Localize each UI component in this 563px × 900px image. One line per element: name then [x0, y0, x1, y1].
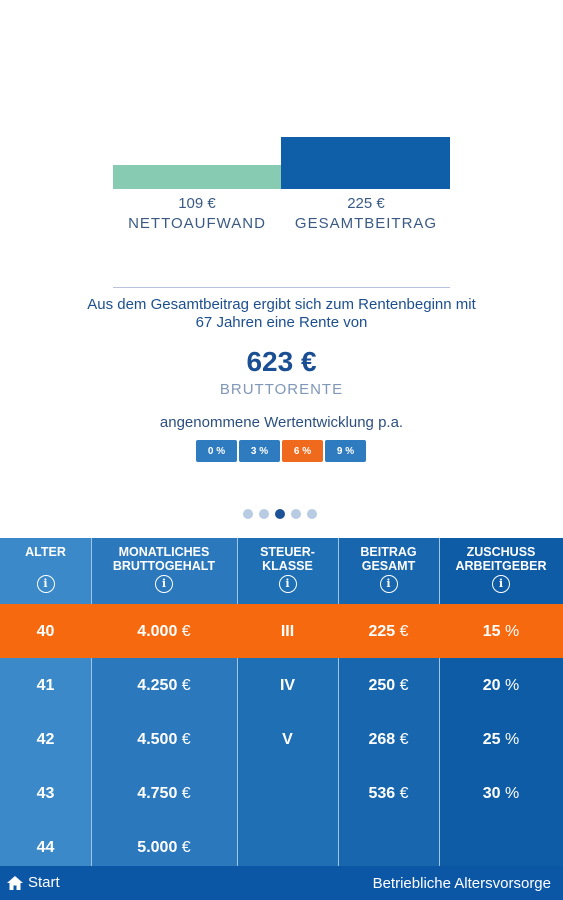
- header-contribution: BEITRAG GESAMT i: [338, 538, 439, 604]
- header-age-label: ALTER: [25, 545, 66, 559]
- net-expense-caption: NETTOAUFWAND: [128, 215, 266, 232]
- rate-button-6[interactable]: 6 %: [282, 440, 323, 462]
- header-tax-class: STEUER- KLASSE i: [237, 538, 338, 604]
- header-employer-line2: ARBEITGEBER: [455, 559, 547, 573]
- header-contribution-line2: GESAMT: [361, 559, 416, 573]
- divider: [113, 287, 450, 288]
- header-contribution-line1: BEITRAG: [360, 545, 417, 559]
- page-dot[interactable]: [307, 509, 317, 519]
- header-age: ALTER i: [0, 538, 91, 604]
- rate-button-0[interactable]: 0 %: [196, 440, 237, 462]
- home-label: Start: [28, 874, 60, 891]
- header-tax-line1: STEUER-: [260, 545, 315, 559]
- page-indicator: [243, 509, 317, 519]
- page-dot-active[interactable]: [275, 509, 285, 519]
- info-icon[interactable]: i: [492, 575, 510, 593]
- total-contribution-label: 225 € GESAMTBEITRAG: [282, 194, 450, 234]
- home-icon: [7, 875, 23, 890]
- total-contribution-bar: [281, 137, 450, 189]
- app-title: Betriebliche Altersvorsorge: [372, 875, 551, 892]
- contribution-bar-chart: [113, 137, 450, 189]
- page-dot[interactable]: [291, 509, 301, 519]
- rate-button-3[interactable]: 3 %: [239, 440, 280, 462]
- total-contribution-value: 225 €: [347, 195, 385, 212]
- column-age[interactable]: ALTER i: [0, 538, 91, 866]
- info-icon[interactable]: i: [278, 575, 297, 593]
- info-icon[interactable]: i: [155, 575, 173, 593]
- column-total-contribution[interactable]: BEITRAG GESAMT i: [338, 538, 439, 866]
- salary-table: ALTER i MONATLICHES BRUTTOGEHALT i STEUER…: [0, 538, 563, 866]
- page-dot[interactable]: [259, 509, 269, 519]
- header-employer-line1: ZUSCHUSS: [466, 545, 536, 559]
- pension-description: Aus dem Gesamtbeitrag ergibt sich zum Re…: [87, 296, 476, 331]
- header-salary-line1: MONATLICHES: [118, 545, 210, 559]
- header-tax-line2: KLASSE: [262, 559, 313, 573]
- gross-pension-caption: BRUTTORENTE: [219, 381, 344, 398]
- total-contribution-caption: GESAMTBEITRAG: [294, 215, 438, 232]
- home-button[interactable]: Start: [6, 874, 60, 891]
- header-salary: MONATLICHES BRUTTOGEHALT i: [91, 538, 237, 604]
- rate-button-9[interactable]: 9 %: [325, 440, 366, 462]
- info-icon[interactable]: i: [36, 575, 55, 593]
- net-expense-label: 109 € NETTOAUFWAND: [113, 194, 281, 234]
- column-salary[interactable]: MONATLICHES BRUTTOGEHALT i: [91, 538, 237, 866]
- footer-bar: Start Betriebliche Altersvorsorge: [0, 866, 563, 900]
- gross-pension-value: 623 €: [246, 346, 317, 377]
- column-employer-share[interactable]: ZUSCHUSS ARBEITGEBER i: [439, 538, 563, 866]
- page-dot[interactable]: [243, 509, 253, 519]
- net-expense-bar: [113, 165, 281, 189]
- net-expense-value: 109 €: [178, 195, 216, 212]
- header-employer: ZUSCHUSS ARBEITGEBER i: [439, 538, 563, 604]
- header-salary-line2: BRUTTOGEHALT: [112, 559, 216, 573]
- info-icon[interactable]: i: [379, 575, 398, 593]
- column-tax-class[interactable]: STEUER- KLASSE i: [237, 538, 338, 866]
- growth-rate-title: angenommene Wertentwicklung p.a.: [159, 414, 404, 431]
- selected-row-highlight: [0, 604, 563, 658]
- growth-rate-selector: 0 % 3 % 6 % 9 %: [196, 440, 366, 462]
